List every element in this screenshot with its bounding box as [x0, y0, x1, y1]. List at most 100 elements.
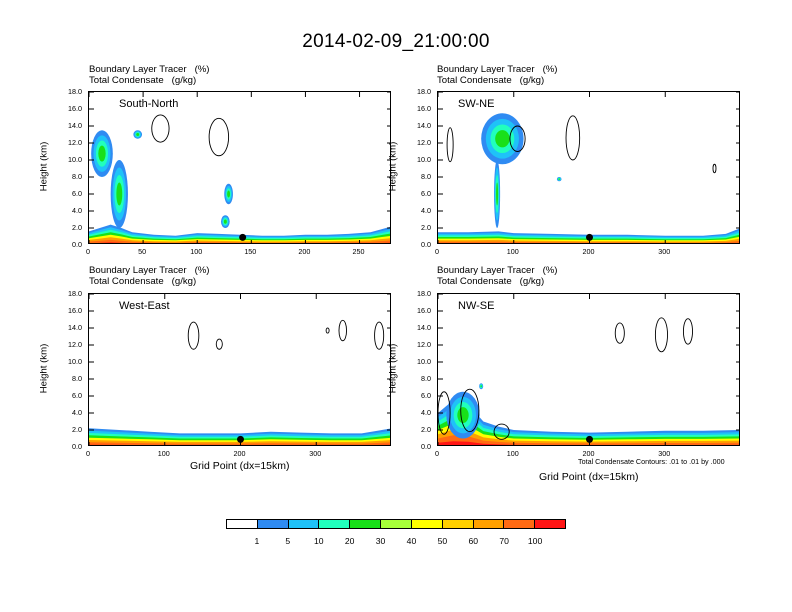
tracer-plume	[558, 178, 560, 180]
cross-section-svg	[89, 294, 390, 445]
y-tick-label: 0.0	[72, 441, 82, 451]
y-tick-label: 16.0	[417, 103, 431, 113]
y-tick-label: 16.0	[68, 305, 82, 315]
y-tick-label: 2.0	[421, 424, 431, 434]
colorbar-swatch	[257, 520, 289, 528]
y-tick-label: 12.0	[68, 137, 82, 147]
tracer-band	[89, 444, 390, 445]
tracer-plume	[227, 190, 231, 198]
y-tick-label: 10.0	[417, 154, 431, 164]
y-tick-label: 6.0	[421, 390, 431, 400]
y-tick-label: 0.0	[421, 239, 431, 249]
location-marker	[237, 435, 244, 443]
y-tick-label: 14.0	[68, 120, 82, 130]
colorbar-swatch	[504, 520, 536, 528]
tracer-plume	[480, 385, 482, 388]
y-tick-label: 4.0	[72, 205, 82, 215]
y-tick-label: 18.0	[68, 86, 82, 96]
condensate-contour	[446, 127, 454, 163]
tracer-label: Boundary Layer Tracer (%)	[437, 64, 558, 75]
x-tick-label: 100	[190, 247, 203, 256]
x-tick-label: 300	[658, 247, 671, 256]
colorbar-swatch	[350, 520, 382, 528]
section-direction-label: West-East	[119, 300, 170, 312]
colorbar-swatch	[319, 520, 351, 528]
y-tick-label: 10.0	[417, 356, 431, 366]
colorbar-swatch	[535, 520, 565, 528]
x-tick-label: 50	[138, 247, 147, 256]
cross-section-svg	[438, 294, 739, 445]
colorbar-label: 10	[313, 536, 324, 546]
condensate-contour	[493, 423, 510, 440]
condensate-contour	[654, 317, 668, 353]
tracer-plume	[116, 182, 123, 206]
x-tick-label: 0	[86, 449, 90, 458]
condensate-contour	[208, 117, 230, 157]
condensate-label: Total Condensate (g/kg)	[89, 75, 197, 86]
colorbar-label: 30	[375, 536, 386, 546]
y-tick-label: 0.0	[421, 441, 431, 451]
y-axis-label: Height (km)	[38, 343, 50, 393]
y-tick-label: 2.0	[421, 222, 431, 232]
y-tick-label: 6.0	[72, 188, 82, 198]
tracer-band	[89, 237, 390, 243]
plot-area	[437, 293, 740, 446]
tracer-label: Boundary Layer Tracer (%)	[437, 265, 558, 276]
colorbar-label: 70	[499, 536, 509, 546]
tracer-label: Boundary Layer Tracer (%)	[89, 265, 210, 276]
y-axis-label: Height (km)	[387, 343, 399, 393]
x-tick-label: 200	[582, 449, 595, 458]
colorbar-label: 100	[527, 536, 543, 546]
x-tick-label: 200	[298, 247, 311, 256]
section-direction-label: NW-SE	[458, 300, 495, 312]
x-tick-label: 0	[86, 247, 90, 256]
y-tick-label: 14.0	[417, 322, 431, 332]
plot-area	[88, 293, 391, 446]
colorbar-swatch	[442, 520, 474, 528]
tracer-plume	[136, 133, 140, 136]
x-axis-label: Grid Point (dx=15km)	[539, 471, 639, 483]
condensate-contour	[682, 318, 693, 345]
condensate-contour	[215, 338, 223, 350]
x-tick-label: 100	[506, 247, 519, 256]
condensate-contour	[151, 114, 170, 143]
condensate-contour	[438, 391, 451, 435]
y-tick-label: 8.0	[421, 373, 431, 383]
location-marker	[586, 233, 593, 241]
y-tick-label: 12.0	[417, 339, 431, 349]
colorbar	[226, 519, 566, 529]
cross-section-svg	[438, 92, 739, 243]
y-tick-label: 18.0	[68, 288, 82, 298]
condensate-contour	[614, 322, 625, 344]
colorbar-swatch	[473, 520, 505, 528]
condensate-contour	[712, 163, 717, 174]
y-tick-label: 2.0	[72, 222, 82, 232]
x-tick-label: 0	[435, 449, 439, 458]
condensate-contour	[187, 321, 200, 350]
condensate-contour	[565, 115, 581, 161]
x-axis-label: Grid Point (dx=15km)	[190, 460, 290, 472]
x-tick-label: 150	[244, 247, 257, 256]
y-tick-label: 8.0	[421, 171, 431, 181]
x-tick-label: 200	[233, 449, 246, 458]
condensate-label: Total Condensate (g/kg)	[89, 276, 197, 287]
y-tick-label: 2.0	[72, 424, 82, 434]
x-tick-label: 100	[506, 449, 519, 458]
x-tick-label: 300	[309, 449, 322, 458]
condensate-label: Total Condensate (g/kg)	[437, 276, 545, 287]
y-tick-label: 12.0	[417, 137, 431, 147]
location-marker	[239, 233, 247, 241]
x-tick-label: 300	[658, 449, 671, 458]
y-tick-label: 16.0	[68, 103, 82, 113]
tracer-plume	[223, 219, 227, 224]
y-tick-label: 8.0	[72, 171, 82, 181]
x-tick-label: 200	[582, 247, 595, 256]
tracer-band	[89, 234, 390, 243]
condensate-contour	[374, 321, 385, 350]
y-tick-label: 14.0	[68, 322, 82, 332]
condensate-contour	[338, 319, 347, 342]
y-tick-label: 0.0	[72, 239, 82, 249]
tracer-plume	[495, 130, 510, 148]
colorbar-label: 50	[437, 536, 448, 546]
colorbar-swatch	[227, 520, 258, 528]
